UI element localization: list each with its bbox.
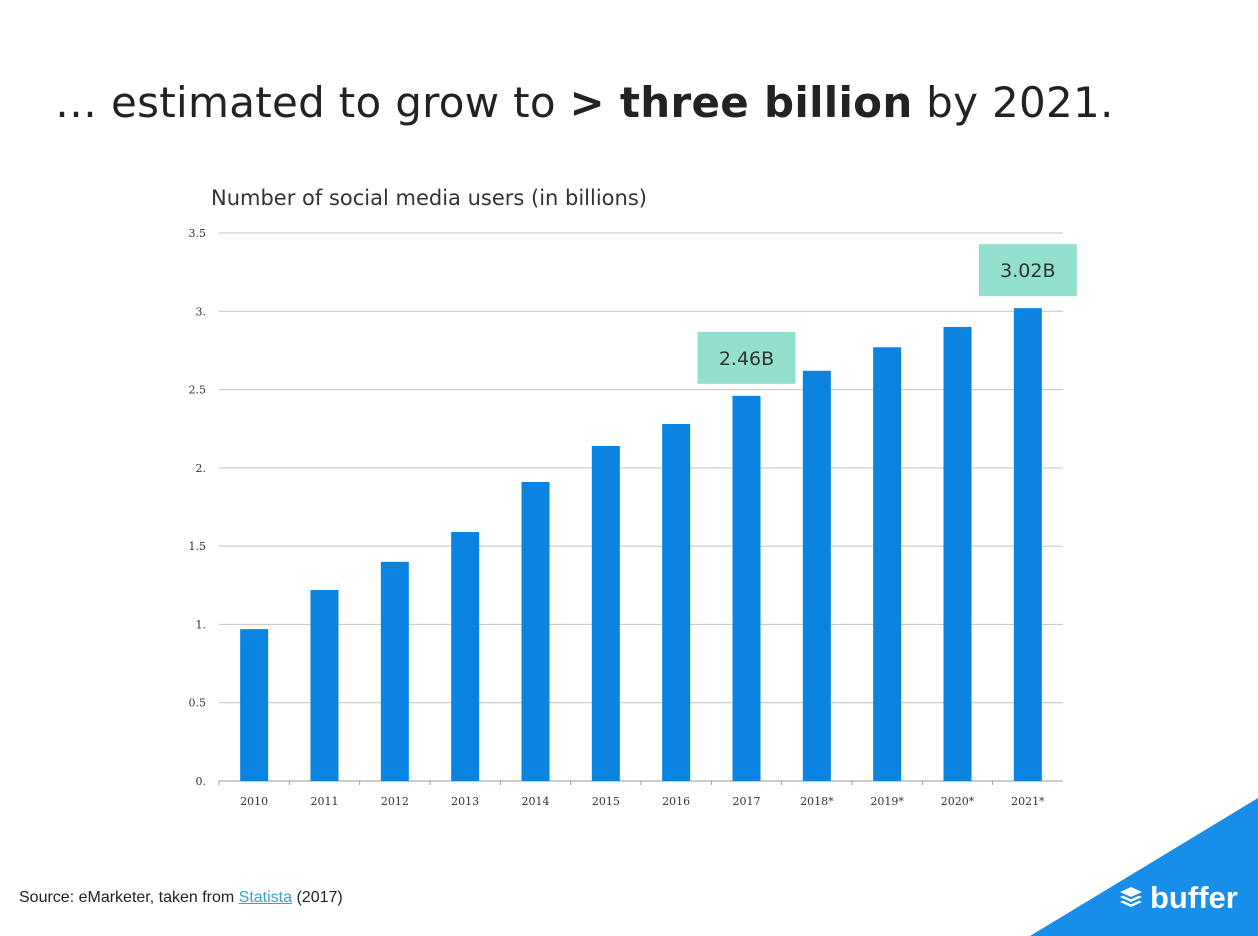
x-tick-label: 2010 xyxy=(240,795,268,808)
bar-2018 xyxy=(802,370,831,781)
annotation-box xyxy=(978,244,1077,297)
bars xyxy=(240,308,1042,781)
y-tick-label: 2. xyxy=(196,462,207,475)
buffer-logo: buffer xyxy=(1118,880,1238,916)
source-prefix: Source: eMarketer, taken from xyxy=(19,889,239,906)
grid-lines xyxy=(219,232,1063,782)
bar-2012 xyxy=(380,561,409,781)
y-tick-label: 0.5 xyxy=(189,697,207,710)
slide-headline: … estimated to grow to > three billion b… xyxy=(55,78,1114,127)
source-note: Source: eMarketer, taken from Statista (… xyxy=(19,889,343,907)
y-tick-label: 3.5 xyxy=(189,227,207,240)
x-tick-label: 2019* xyxy=(870,795,904,808)
bar-2019 xyxy=(873,347,902,781)
bar-2010 xyxy=(240,629,269,781)
bar-2017 xyxy=(732,395,761,781)
annotation-box xyxy=(697,331,796,384)
x-tick-label: 2016 xyxy=(662,795,690,808)
x-tick-label: 2012 xyxy=(381,795,409,808)
y-tick-label: 1. xyxy=(196,618,207,631)
headline-suffix: by 2021. xyxy=(912,78,1114,127)
brand-name: buffer xyxy=(1150,880,1238,915)
bar-2013 xyxy=(451,532,480,781)
y-axis-ticks: 0. 0.5 1. 1.5 2. 2.5 3. 3.5 xyxy=(189,227,207,788)
bar-2011 xyxy=(310,589,339,781)
bar-2016 xyxy=(662,424,691,781)
headline-bold: > three billion xyxy=(569,78,913,127)
bar-2015 xyxy=(591,445,620,781)
bar-2020 xyxy=(943,326,972,781)
x-tick-label: 2015 xyxy=(592,795,620,808)
buffer-stack-icon xyxy=(1120,887,1142,907)
annotation-label: 3.02B xyxy=(1000,260,1055,282)
x-tick-label: 2014 xyxy=(522,795,550,808)
y-tick-label: 0. xyxy=(196,775,207,788)
y-tick-label: 3. xyxy=(196,305,207,318)
chart-title: Number of social media users (in billion… xyxy=(211,186,647,210)
x-tick-label: 2013 xyxy=(451,795,479,808)
x-axis-ticks: 2010 2011 2012 2013 2014 2015 2016 2017 2018* 201… xyxy=(218,781,1045,808)
source-suffix: (2017) xyxy=(292,889,343,906)
x-tick-label: 2017 xyxy=(733,795,761,808)
y-tick-label: 2.5 xyxy=(189,384,207,397)
headline-prefix: … estimated to grow to xyxy=(55,78,570,127)
statista-link[interactable]: Statista xyxy=(238,889,293,906)
annotation-label: 2.46B xyxy=(719,348,774,370)
x-tick-label: 2011 xyxy=(311,795,339,808)
x-tick-label: 2018* xyxy=(800,795,834,808)
bar-2014 xyxy=(521,481,550,781)
y-tick-label: 1.5 xyxy=(189,540,207,553)
x-tick-label: 2020* xyxy=(941,795,975,808)
bar-2021 xyxy=(1013,308,1042,781)
annotations: 2.46B 3.02B xyxy=(697,244,1077,384)
x-tick-label: 2021* xyxy=(1011,795,1045,808)
